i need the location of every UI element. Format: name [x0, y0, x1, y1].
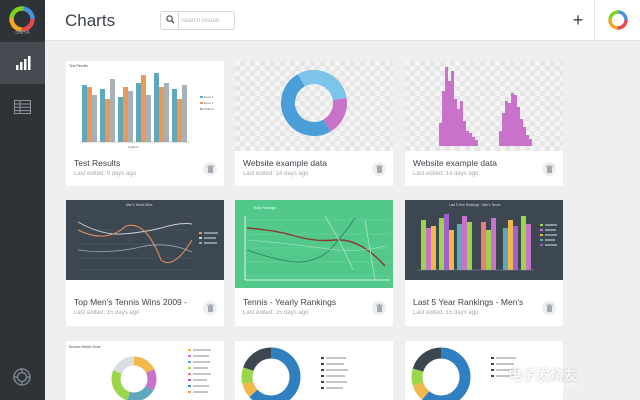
settings-ring-icon[interactable] [12, 367, 32, 387]
table-icon [14, 100, 31, 114]
chart-card[interactable]: Last 5 Year Rankings - Men's Tennis [405, 200, 563, 326]
thumbnail-title: Last 5 Year Rankings - Men's Tennis [449, 203, 501, 207]
donut-thumbnail [411, 347, 518, 400]
legend-swatch [200, 102, 203, 104]
search-input[interactable] [181, 13, 233, 28]
chart-card[interactable]: Yearly Rankings Tennis - Yearly Rankings… [235, 200, 393, 326]
delete-button[interactable] [542, 301, 556, 315]
page-title: Charts [65, 11, 116, 30]
grid-lines [245, 219, 390, 277]
grouped-bar-thumbnail: Last 5 Year Rankings - Men's Tennis [417, 203, 557, 271]
card-title[interactable]: Website example data [243, 158, 327, 168]
chart-card[interactable]: Website example data Last edited: 14 day… [235, 61, 393, 186]
watermark-url: www.elecfans.com [528, 383, 578, 389]
chart-thumbnail: Men's Tennis Wins [66, 200, 224, 280]
search-box[interactable] [160, 11, 235, 30]
line-chart-thumbnail: Yearly Rankings [244, 206, 390, 281]
chart-thumbnail: Yearly Rankings [235, 200, 393, 288]
chart-card[interactable]: Test Results [66, 61, 224, 186]
series-line [246, 217, 356, 263]
watermark-text: 电子发烧友 [508, 367, 578, 383]
app-logo-icon[interactable] [8, 5, 36, 33]
search-icon [166, 15, 175, 24]
legend-label: Exam 2 [204, 101, 214, 105]
top-bar: Charts + [45, 0, 640, 41]
delete-button[interactable] [372, 162, 386, 176]
donut-thumbnail: Browser Market Share [69, 345, 211, 400]
series-line [77, 244, 193, 253]
legend-area [188, 349, 211, 393]
series-line [246, 239, 386, 251]
search-divider [178, 12, 179, 29]
chart-thumbnail: Last 5 Year Rankings - Men's Tennis [405, 200, 563, 280]
trash-icon [206, 165, 214, 173]
nav-item-charts[interactable] [0, 42, 45, 84]
donut-thumbnail [241, 347, 348, 400]
legend-label: Midterm [204, 107, 215, 111]
chart-thumbnail: Test Results [66, 61, 224, 151]
chart-card[interactable] [405, 341, 563, 400]
bar-group [421, 214, 531, 270]
card-last-edited: Last edited: 14 days ago [243, 171, 309, 177]
legend-area [491, 357, 518, 377]
trash-icon [375, 304, 383, 312]
chart-card[interactable]: Website example data Last edited: 14 day… [405, 61, 563, 186]
grouped-bar-thumbnail: Test Results [69, 64, 215, 149]
card-title[interactable]: Last 5 Year Rankings - Men's [413, 297, 524, 307]
chart-thumbnail [235, 341, 393, 400]
add-chart-button[interactable]: + [572, 10, 584, 30]
series-line [364, 219, 376, 281]
card-last-edited: Last edited: 15 days ago [74, 310, 140, 316]
chart-card[interactable]: Men's Tennis Wins Top Men's Tennis Wins … [66, 200, 224, 326]
card-title[interactable]: Tennis - Yearly Rankings [243, 297, 337, 307]
trash-icon [545, 165, 553, 173]
histogram-bars [439, 67, 532, 146]
card-title[interactable]: Test Results [74, 158, 121, 168]
card-last-edited: Last edited: 15 days ago [413, 310, 479, 316]
thumbnail-title: Browser Market Share [69, 345, 101, 349]
app-logo-label: ΘMYA [15, 30, 30, 36]
card-last-edited: Last edited: 9 days ago [74, 171, 137, 177]
legend-area [321, 357, 348, 389]
chart-thumbnail [405, 341, 563, 400]
legend-area [199, 232, 218, 244]
bar-group [82, 73, 187, 142]
trash-icon [545, 304, 553, 312]
chart-card[interactable] [235, 341, 393, 400]
thumbnail-title: Test Results [69, 64, 88, 68]
header-divider [594, 0, 595, 41]
card-title[interactable]: Website example data [413, 158, 497, 168]
chart-thumbnail: Browser Market Share [66, 341, 224, 400]
series-line [246, 227, 386, 267]
series-line [77, 224, 193, 263]
series-line [77, 221, 193, 235]
card-title[interactable]: Top Men's Tennis Wins 2009 - [74, 297, 187, 307]
donut-thumbnail [281, 70, 347, 136]
delete-button[interactable] [203, 301, 217, 315]
thumbnail-title: Men's Tennis Wins [126, 203, 153, 207]
delete-button[interactable] [542, 162, 556, 176]
card-last-edited: Last edited: 15 days ago [243, 310, 309, 316]
legend-swatch [200, 108, 203, 110]
legend-swatch [200, 96, 203, 98]
thumbnail-title: Yearly Rankings [253, 206, 276, 210]
delete-button[interactable] [372, 301, 386, 315]
bar-chart-icon [15, 56, 30, 70]
chart-thumbnail [405, 61, 563, 151]
line-chart-thumbnail: Men's Tennis Wins [76, 203, 218, 271]
histogram-thumbnail [439, 67, 532, 146]
card-last-edited: Last edited: 14 days ago [413, 171, 479, 177]
color-ring-avatar-icon[interactable] [607, 9, 629, 31]
legend-label: Exam 1 [204, 95, 214, 99]
series-line [324, 215, 354, 271]
x-axis-label: Student [128, 145, 139, 149]
chart-thumbnail [235, 61, 393, 151]
trash-icon [206, 304, 214, 312]
left-rail: ΘMYA [0, 0, 45, 400]
delete-button[interactable] [203, 162, 217, 176]
legend-area [540, 224, 557, 246]
nav-item-tables[interactable] [0, 86, 45, 128]
chart-card[interactable]: Browser Market Share [66, 341, 224, 400]
trash-icon [375, 165, 383, 173]
